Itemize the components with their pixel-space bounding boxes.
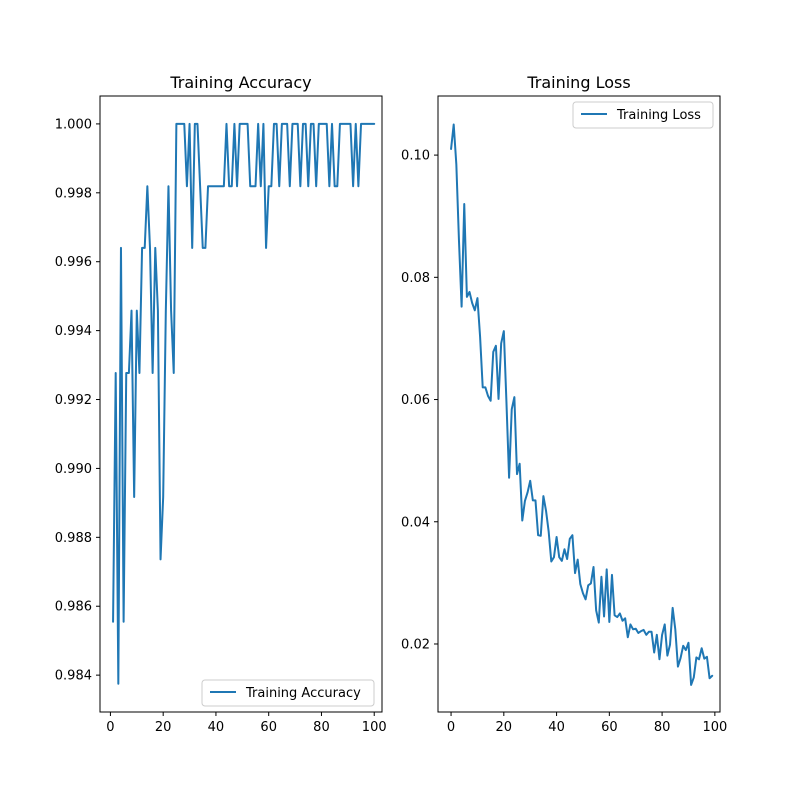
loss-y-tick-label: 0.06 (401, 393, 430, 408)
accuracy-y-tick-label: 1.000 (55, 117, 92, 132)
loss-legend-box (572, 101, 714, 129)
accuracy-legend: Training Accuracy (201, 679, 375, 707)
loss-y-tick-label: 0.08 (401, 271, 430, 286)
loss-plot-frame (437, 95, 721, 713)
loss-x-tick-label: 0 (447, 720, 455, 735)
accuracy-series-layer (112, 122, 376, 685)
accuracy-y-tick-label: 0.992 (55, 393, 92, 408)
loss-series-line (450, 123, 714, 686)
loss-x-tick-label: 20 (496, 720, 513, 735)
loss-x-tick-label: 60 (601, 720, 618, 735)
accuracy-series-line (112, 122, 376, 685)
accuracy-y-tick-label: 0.998 (55, 186, 92, 201)
accuracy-chart: Training Accuracy 0 20 40 60 80 100 0.9840.98… (55, 73, 387, 735)
loss-x-tick-label: 40 (548, 720, 565, 735)
loss-chart: Training Loss 0 20 40 60 80 100 0.020.040.060… (401, 73, 727, 735)
accuracy-chart-title: Training Accuracy (169, 73, 311, 92)
accuracy-legend-label: Training Accuracy (245, 686, 361, 701)
loss-x-tick-label: 80 (654, 720, 671, 735)
loss-legend-label: Training Loss (616, 108, 701, 123)
accuracy-x-tick-label: 0 (106, 720, 114, 735)
accuracy-x-tick-label: 100 (362, 720, 387, 735)
loss-y-tick-label: 0.02 (401, 637, 430, 652)
accuracy-y-tick-label: 0.994 (55, 324, 92, 339)
loss-x-tick-label: 100 (702, 720, 727, 735)
accuracy-y-tick-label: 0.996 (55, 255, 92, 270)
accuracy-y-tick-label: 0.990 (55, 462, 92, 477)
accuracy-x-axis: 0 20 40 60 80 100 (106, 712, 387, 735)
loss-series-layer (450, 123, 714, 686)
loss-y-axis: 0.02 0.04 0.06 0.08 0.10 (401, 149, 438, 652)
loss-legend: Training Loss (572, 101, 714, 129)
accuracy-y-tick-label: 0.984 (55, 669, 92, 684)
loss-x-axis: 0 20 40 60 80 100 (447, 712, 727, 735)
accuracy-legend-box (201, 679, 375, 707)
accuracy-x-tick-label: 60 (260, 720, 277, 735)
accuracy-plot-frame (99, 95, 383, 713)
accuracy-y-tick-label: 0.986 (55, 600, 92, 615)
accuracy-x-tick-label: 80 (313, 720, 330, 735)
accuracy-y-axis: 0.984 0.986 0.988 0.990 0.992 0.994 0.996 0.998… (55, 117, 100, 684)
loss-y-tick-label: 0.10 (401, 149, 430, 164)
loss-chart-title: Training Loss (526, 73, 630, 92)
accuracy-y-tick-label: 0.988 (55, 531, 92, 546)
accuracy-x-tick-label: 20 (155, 720, 172, 735)
accuracy-x-tick-label: 40 (208, 720, 225, 735)
loss-y-tick-label: 0.04 (401, 515, 430, 530)
